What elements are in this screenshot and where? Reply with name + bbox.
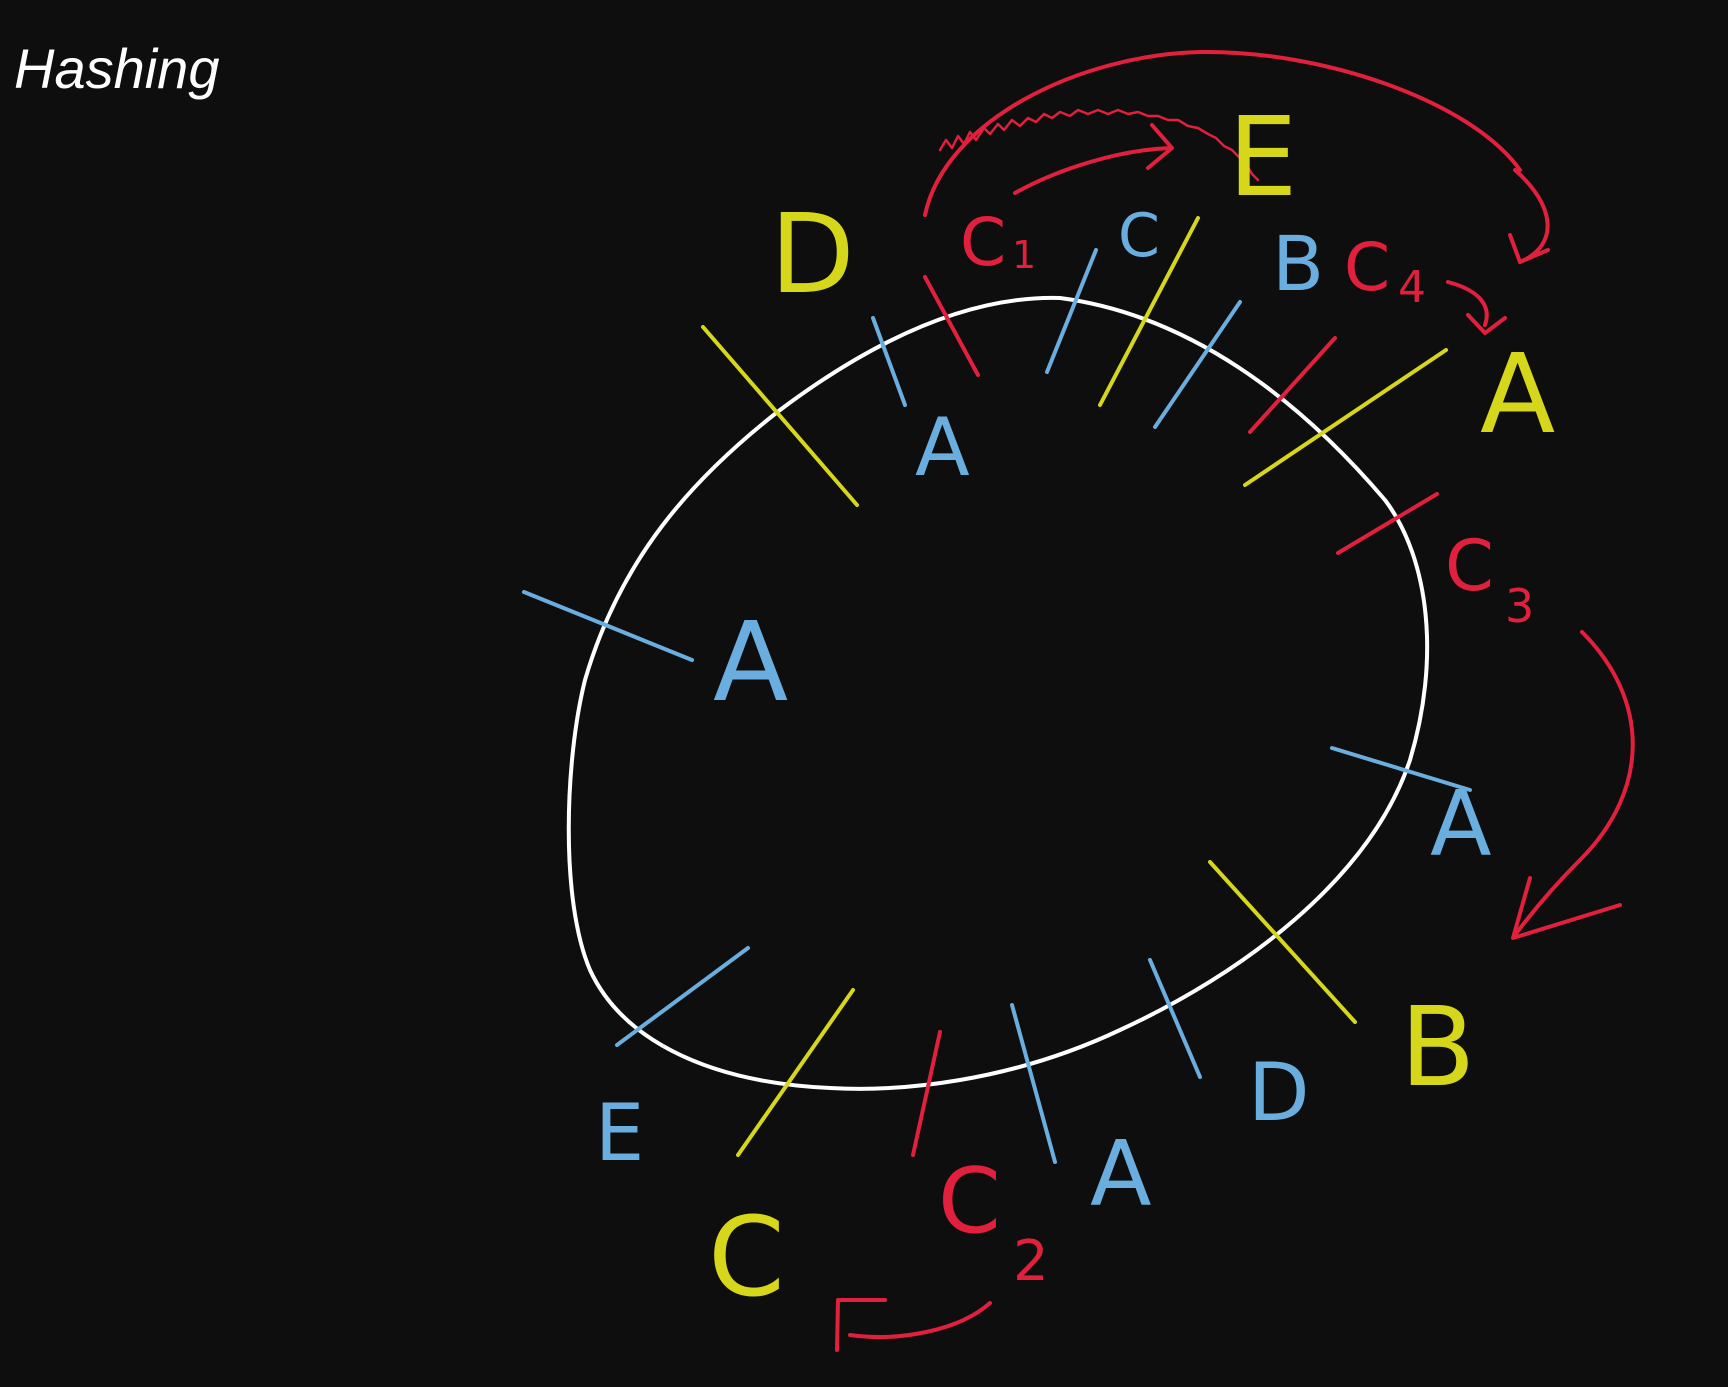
vnode-tick-b-top [1153,300,1242,429]
client-label-c2-sub: 2 [1013,1229,1049,1294]
server-label-c-bottom: C [708,1193,785,1321]
vnode-label-a-bottom: A [1090,1122,1152,1227]
vnode-label-b-top: B [1272,219,1324,308]
server-tick-c [736,988,855,1157]
arrowhead-wavy [1508,233,1550,264]
vnode-label-c-top: C [1118,201,1160,271]
arrow-c2-to-c [848,1301,992,1339]
arrowhead-c1 [1146,123,1174,170]
vnode-label-a-right: A [1430,772,1492,877]
vnode-tick-a-top [871,316,907,407]
client-label-c3-sub: 3 [1505,579,1534,633]
client-tick-c2 [911,1030,942,1157]
client-label-c1-sub: 1 [1012,233,1036,277]
hash-ring [566,295,1430,1091]
wavy-arc-tail [1513,168,1550,264]
server-tick-d [701,325,859,507]
server-tick-a [1243,348,1448,487]
client-tick-c1 [923,275,980,377]
vnode-label-d-bottom: D [1248,1046,1310,1139]
client-ticks [911,275,1439,1157]
arrow-c1-to-e [1013,146,1172,195]
vnode-tick-d-bottom [1148,958,1202,1079]
server-label-d-top: D [770,190,855,318]
vnode-tick-a-bottom [1010,1003,1057,1164]
vnode-tick-c-top [1045,248,1098,374]
wavy-arc-zigzag [938,108,1260,182]
client-label-c4-sub: 4 [1398,262,1426,313]
vnode-tick-a-left [522,590,694,662]
arrow-c4-to-a [1446,280,1489,327]
client-label-c3: C [1445,525,1494,607]
wavy-arc-c1-c4 [923,49,1522,217]
virtual-node-ticks [522,248,1472,1164]
server-ticks [701,216,1448,1157]
client-tick-c4 [1248,336,1337,434]
arrowhead-c2 [835,1298,887,1352]
client-label-c2: C [938,1149,1001,1254]
arrow-c3-to-b [1513,630,1635,937]
arrowhead-c3 [1511,876,1622,940]
client-label-c4: C [1344,229,1390,306]
vnode-label-e-bottom: E [595,1089,644,1179]
vnode-tick-a-right [1330,746,1472,792]
server-label-a-right: A [1480,330,1555,458]
server-tick-b [1208,860,1357,1024]
client-arrows [835,49,1635,1352]
vnode-label-a-left: A [713,598,788,726]
page-title: Hashing [14,37,220,100]
client-label-c1: C [960,204,1006,281]
vnode-tick-e-bottom [615,946,750,1047]
arrowhead-c4 [1466,313,1507,335]
vnode-label-a-top: A [915,401,970,494]
client-tick-c3 [1336,492,1439,555]
server-label-e-top: E [1228,93,1298,221]
server-tick-e [1098,216,1200,407]
server-label-b-bottom: B [1400,983,1475,1111]
